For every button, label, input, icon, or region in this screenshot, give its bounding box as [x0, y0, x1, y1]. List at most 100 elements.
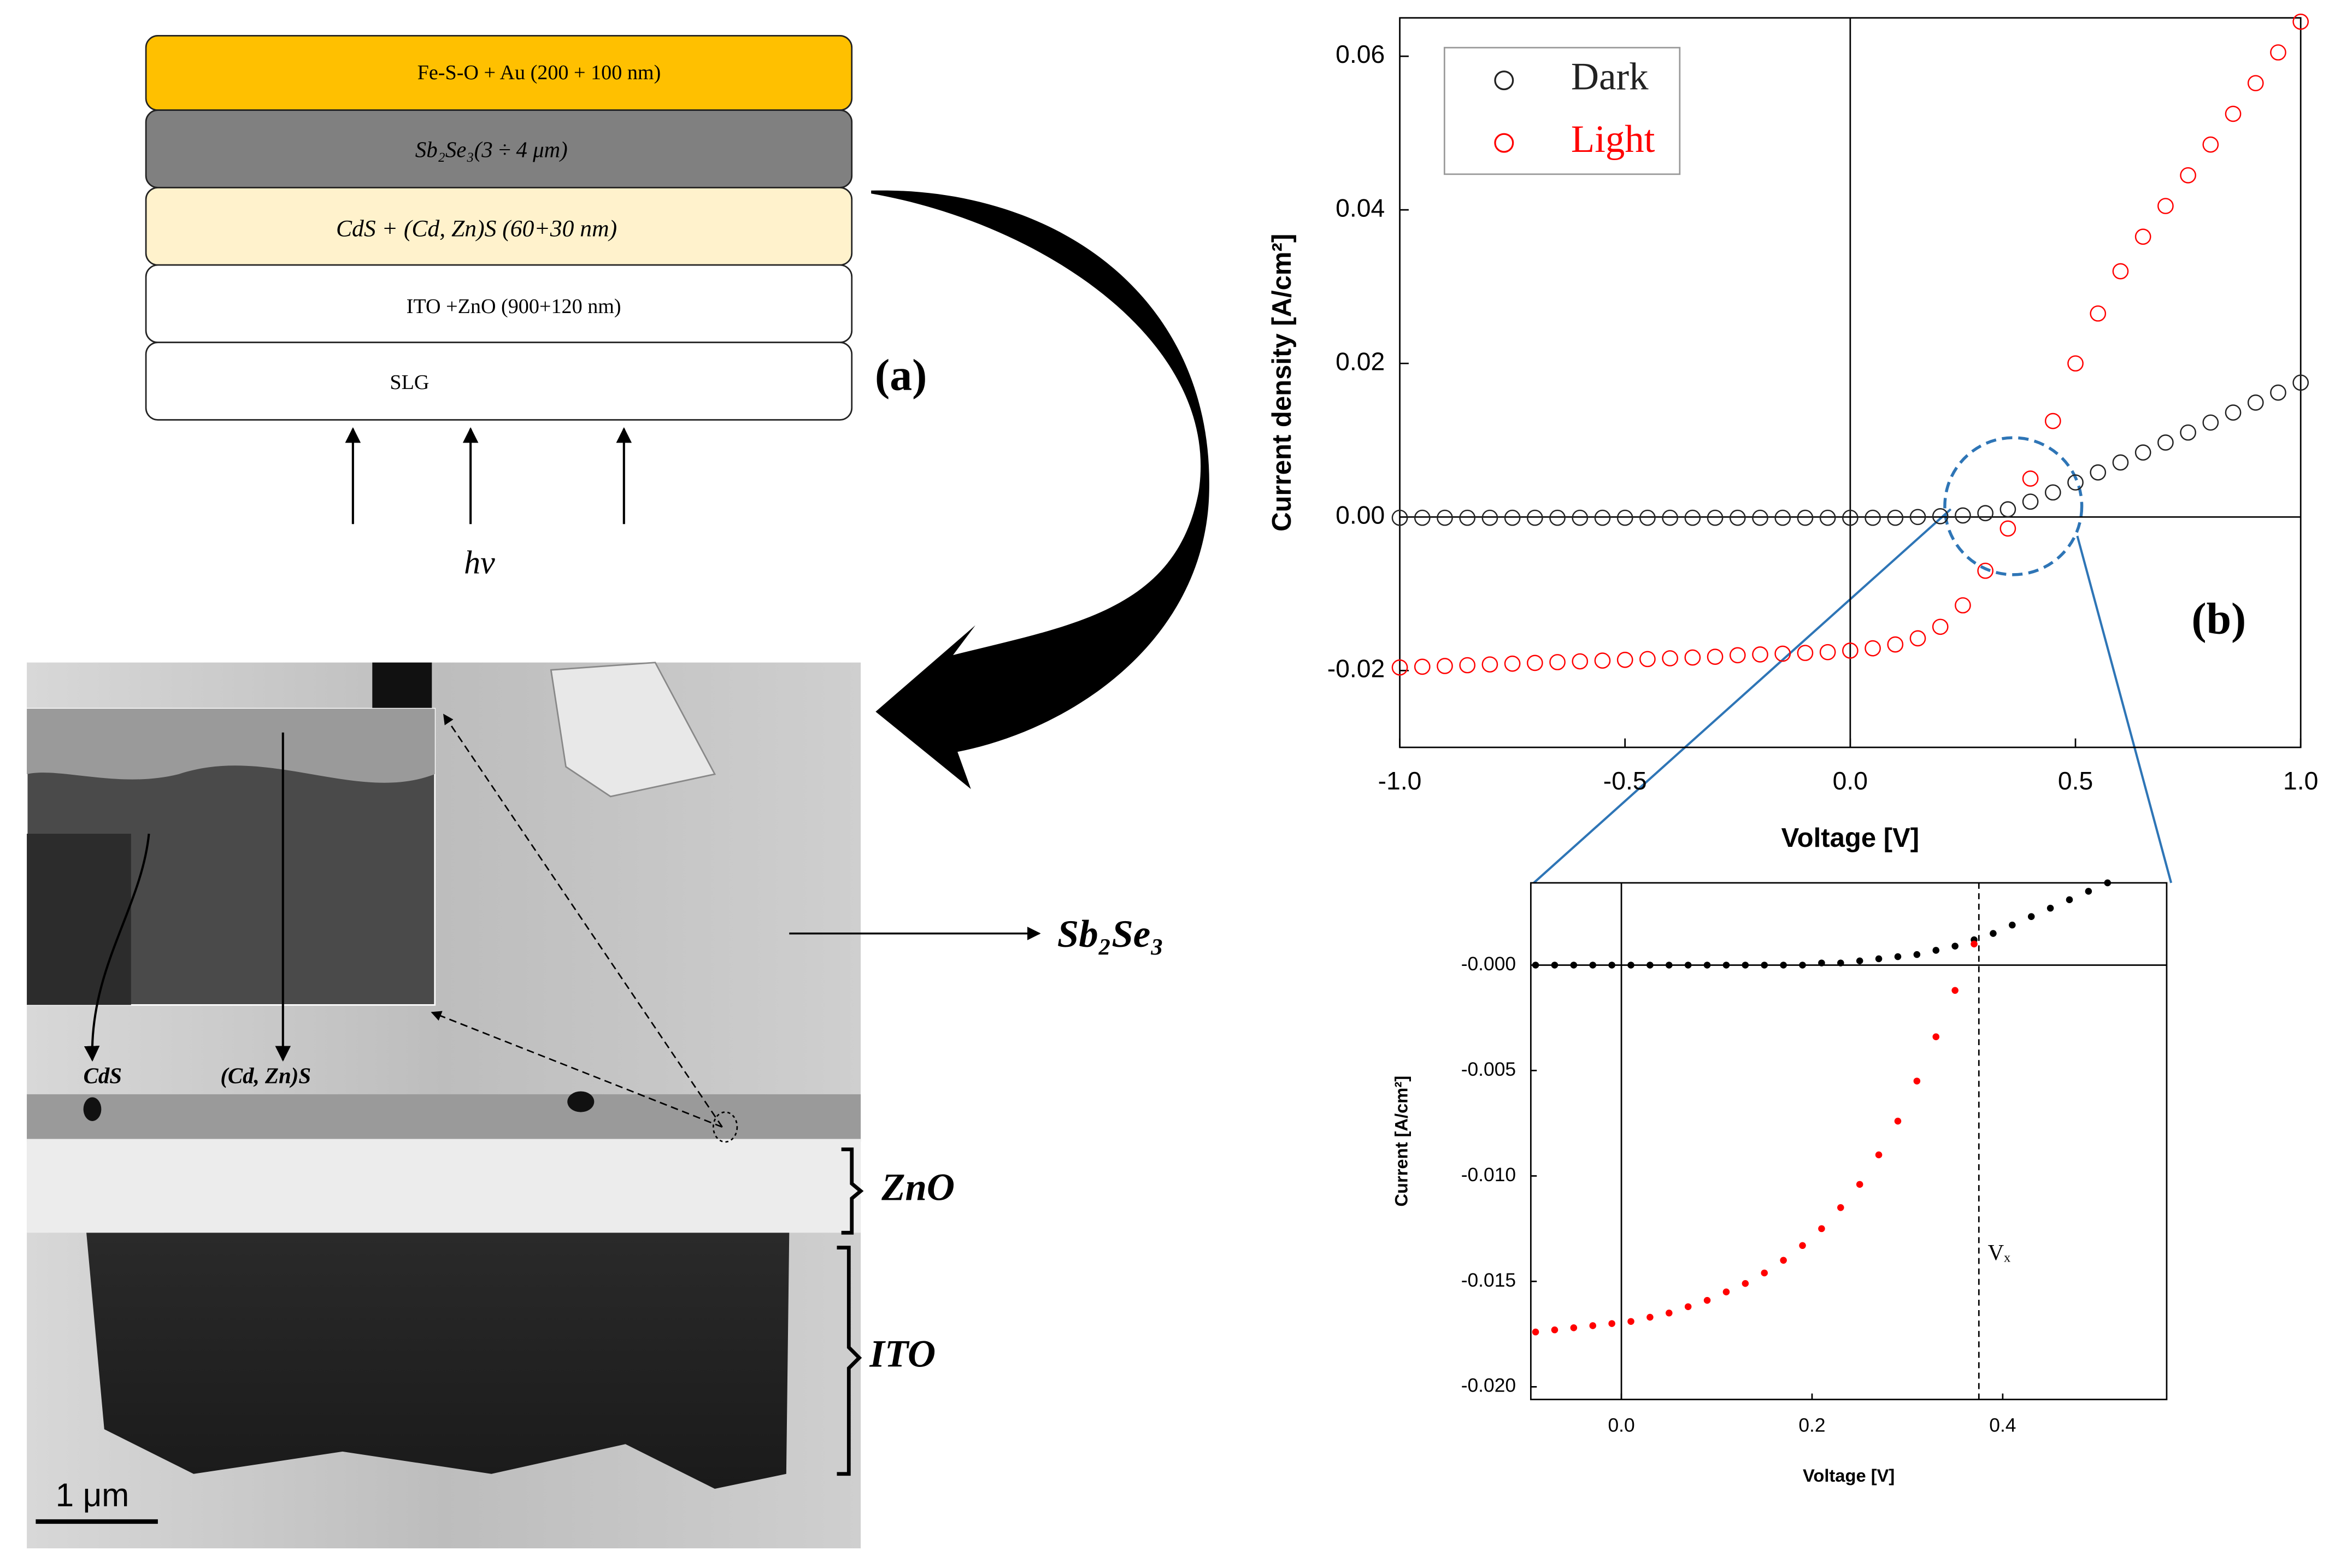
layer-label: Sb₂Se₃(3 ÷ 4 μm)	[415, 137, 568, 162]
data-point	[1549, 654, 1566, 670]
legend-box	[1443, 46, 1681, 175]
data-point	[1990, 930, 1997, 937]
data-point	[1999, 520, 2016, 537]
data-point	[2090, 464, 2107, 481]
data-point	[1932, 1033, 1940, 1040]
x-tick-label: -0.5	[1603, 767, 1647, 795]
data-point	[1865, 640, 1881, 657]
data-point	[2067, 474, 2084, 491]
data-point	[1437, 658, 1453, 674]
data-point	[1722, 1288, 1730, 1295]
grain	[550, 662, 716, 798]
data-point	[1865, 509, 1881, 526]
y-tick-label: 0.04	[1336, 193, 1385, 222]
data-point	[1391, 509, 1408, 526]
void	[567, 1091, 595, 1112]
x-tick-label: 0.0	[1833, 767, 1868, 795]
y-tick-label: 0.02	[1336, 347, 1385, 375]
data-point	[1504, 509, 1521, 526]
data-point	[1761, 962, 1768, 969]
cds-layer	[27, 1094, 861, 1142]
layer-label: CdS + (Cd, Zn)S (60+30 nm)	[336, 215, 617, 241]
data-point	[2066, 896, 2073, 904]
void	[83, 1097, 102, 1121]
inset-region	[27, 834, 131, 1005]
data-point	[1913, 1077, 1921, 1085]
data-point	[1589, 1322, 1597, 1329]
data-point	[2085, 888, 2092, 895]
data-point	[2202, 414, 2219, 431]
data-point	[1894, 953, 1902, 960]
data-point	[2134, 444, 2151, 461]
data-point	[2134, 228, 2151, 245]
data-point	[1646, 1313, 1654, 1321]
zoom-connector	[1533, 508, 1952, 884]
data-point	[1589, 962, 1597, 969]
data-point	[1608, 1320, 1615, 1327]
data-point	[1662, 650, 1678, 667]
data-point	[1504, 655, 1521, 672]
data-point	[1932, 618, 1949, 635]
data-point	[1414, 658, 1431, 675]
legend-marker	[1494, 133, 1514, 153]
data-point	[1703, 1296, 1711, 1304]
bracket	[841, 1147, 864, 1235]
data-point	[1742, 962, 1749, 969]
zoom-connector	[2076, 535, 2173, 883]
data-point	[1594, 509, 1611, 526]
data-point	[2225, 404, 2242, 421]
data-point	[1977, 562, 1994, 579]
data-point	[1818, 1225, 1825, 1233]
data-point	[1842, 642, 1859, 659]
data-point	[1551, 962, 1558, 969]
data-point	[2270, 384, 2286, 401]
data-point	[1594, 652, 1611, 669]
data-point	[1913, 951, 1921, 958]
inset-region	[27, 709, 435, 783]
data-point	[1729, 647, 1746, 664]
data-point	[1616, 509, 1633, 526]
data-point	[1837, 959, 1844, 966]
data-point	[1856, 1181, 1863, 1188]
layer	[145, 341, 853, 421]
data-point	[1909, 509, 1926, 526]
data-point	[1837, 1204, 1844, 1211]
legend-label: Light	[1571, 118, 1655, 161]
data-point	[1799, 962, 1806, 969]
data-point	[1729, 509, 1746, 526]
curved-arrow	[871, 190, 1209, 789]
legend-label: Dark	[1571, 55, 1649, 98]
ito-layer	[86, 1233, 790, 1489]
data-point	[2112, 454, 2129, 471]
data-point	[1532, 962, 1539, 969]
data-point	[1932, 508, 1949, 524]
x-tick-label: 1.0	[2283, 767, 2318, 795]
data-point	[1684, 649, 1701, 666]
data-point	[1572, 653, 1589, 670]
data-point	[1774, 645, 1791, 662]
micrograph-label: CdS	[84, 1063, 122, 1088]
data-point	[1887, 509, 1904, 526]
y-tick-label: -0.015	[1461, 1269, 1516, 1291]
data-point	[1627, 962, 1634, 969]
data-point	[1887, 636, 1904, 653]
data-point	[1722, 962, 1730, 969]
data-point	[1549, 509, 1566, 526]
data-point	[1570, 962, 1578, 969]
x-axis-label: Voltage [V]	[1803, 1465, 1895, 1486]
micrograph-label: ZnO	[881, 1166, 955, 1209]
data-point	[1774, 509, 1791, 526]
data-point	[1627, 1318, 1634, 1325]
micrograph-label: Sb₂Se₃	[1057, 913, 1164, 956]
data-point	[1608, 962, 1615, 969]
data-point	[1707, 509, 1724, 526]
data-point	[2157, 434, 2174, 451]
data-point	[1391, 659, 1408, 676]
data-point	[1842, 509, 1859, 526]
data-point	[1551, 1326, 1558, 1334]
data-point	[2180, 424, 2196, 441]
data-point	[1532, 1328, 1539, 1336]
pointer-arrow	[84, 833, 150, 1062]
data-point	[1955, 597, 1971, 614]
